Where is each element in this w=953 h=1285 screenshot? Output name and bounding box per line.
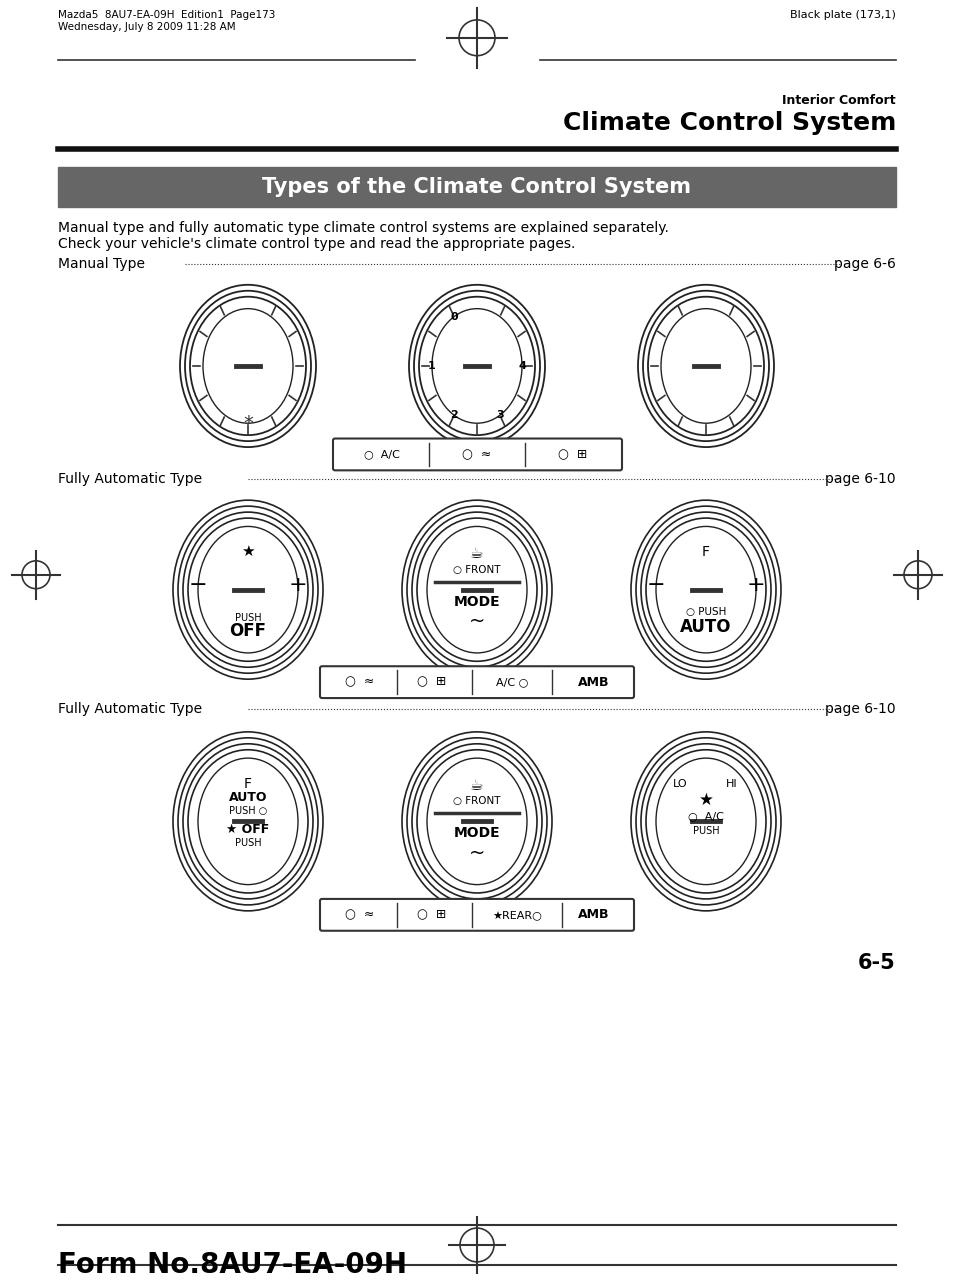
Text: 3: 3 (496, 410, 503, 420)
Text: Types of the Climate Control System: Types of the Climate Control System (262, 177, 691, 197)
Text: ★ OFF: ★ OFF (226, 822, 270, 835)
Ellipse shape (427, 758, 526, 884)
Ellipse shape (656, 758, 755, 884)
Text: LO: LO (672, 779, 686, 789)
Text: 1: 1 (427, 361, 435, 371)
Text: +: + (746, 574, 764, 595)
Ellipse shape (198, 527, 297, 653)
Text: ~: ~ (468, 612, 485, 631)
Text: ○  ≈: ○ ≈ (462, 448, 491, 461)
FancyBboxPatch shape (58, 167, 895, 207)
Text: Manual type and fully automatic type climate control systems are explained separ: Manual type and fully automatic type cli… (58, 221, 668, 235)
Text: MODE: MODE (454, 826, 499, 840)
FancyBboxPatch shape (319, 899, 634, 930)
Text: AMB: AMB (578, 908, 609, 921)
Ellipse shape (203, 308, 293, 423)
Text: Check your vehicle's climate control type and read the appropriate pages.: Check your vehicle's climate control typ… (58, 236, 575, 251)
Text: ○  ⊞: ○ ⊞ (416, 676, 446, 689)
Text: ○  ⊞: ○ ⊞ (416, 908, 446, 921)
Text: ~: ~ (468, 844, 485, 862)
Ellipse shape (660, 308, 750, 423)
Text: ○  A/C: ○ A/C (687, 811, 723, 821)
Text: A/C ○: A/C ○ (496, 677, 528, 687)
Text: F: F (701, 545, 709, 559)
Text: OFF: OFF (230, 622, 266, 640)
Text: ○ FRONT: ○ FRONT (453, 565, 500, 574)
Text: page 6-6: page 6-6 (833, 257, 895, 271)
Text: −: − (189, 574, 207, 595)
Text: 2: 2 (450, 410, 457, 420)
Text: ★: ★ (698, 790, 713, 808)
Ellipse shape (427, 527, 526, 653)
Text: PUSH: PUSH (234, 838, 261, 848)
Text: F: F (244, 776, 252, 790)
Text: −: − (646, 574, 664, 595)
Text: page 6-10: page 6-10 (824, 702, 895, 716)
Text: Manual Type: Manual Type (58, 257, 145, 271)
Text: 6-5: 6-5 (858, 952, 895, 973)
Text: ★REAR○: ★REAR○ (492, 910, 541, 920)
Text: ☕: ☕ (470, 546, 483, 562)
Text: ○  ⊞: ○ ⊞ (558, 448, 587, 461)
Text: 0: 0 (450, 312, 457, 321)
Text: AMB: AMB (578, 676, 609, 689)
Text: Black plate (173,1): Black plate (173,1) (789, 10, 895, 21)
Text: AUTO: AUTO (229, 792, 267, 804)
Text: MODE: MODE (454, 595, 499, 609)
Text: page 6-10: page 6-10 (824, 473, 895, 486)
Text: ○ FRONT: ○ FRONT (453, 797, 500, 807)
Text: Fully Automatic Type: Fully Automatic Type (58, 702, 202, 716)
FancyBboxPatch shape (333, 438, 621, 470)
FancyBboxPatch shape (319, 666, 634, 698)
Ellipse shape (198, 758, 297, 884)
Ellipse shape (432, 308, 521, 423)
Text: ○  A/C: ○ A/C (364, 450, 399, 460)
Text: +: + (289, 574, 307, 595)
Text: Climate Control System: Climate Control System (562, 112, 895, 135)
Text: *: * (243, 414, 253, 433)
Text: Interior Comfort: Interior Comfort (781, 95, 895, 108)
Text: PUSH: PUSH (234, 613, 261, 622)
Text: ☕: ☕ (470, 777, 483, 793)
Text: Form No.8AU7-EA-09H: Form No.8AU7-EA-09H (58, 1250, 407, 1279)
Text: PUSH: PUSH (692, 826, 719, 837)
Text: 4: 4 (518, 361, 526, 371)
Text: Mazda5  8AU7-EA-09H  Edition1  Page173
Wednesday, July 8 2009 11:28 AM: Mazda5 8AU7-EA-09H Edition1 Page173 Wedn… (58, 10, 275, 32)
Text: PUSH ○: PUSH ○ (229, 807, 267, 816)
Text: AUTO: AUTO (679, 618, 731, 636)
Text: ○ PUSH: ○ PUSH (685, 607, 725, 617)
Ellipse shape (656, 527, 755, 653)
Text: ★: ★ (241, 545, 254, 559)
Text: HI: HI (725, 779, 737, 789)
Text: ○  ≈: ○ ≈ (345, 676, 375, 689)
Text: ○  ≈: ○ ≈ (345, 908, 375, 921)
Text: Fully Automatic Type: Fully Automatic Type (58, 473, 202, 486)
